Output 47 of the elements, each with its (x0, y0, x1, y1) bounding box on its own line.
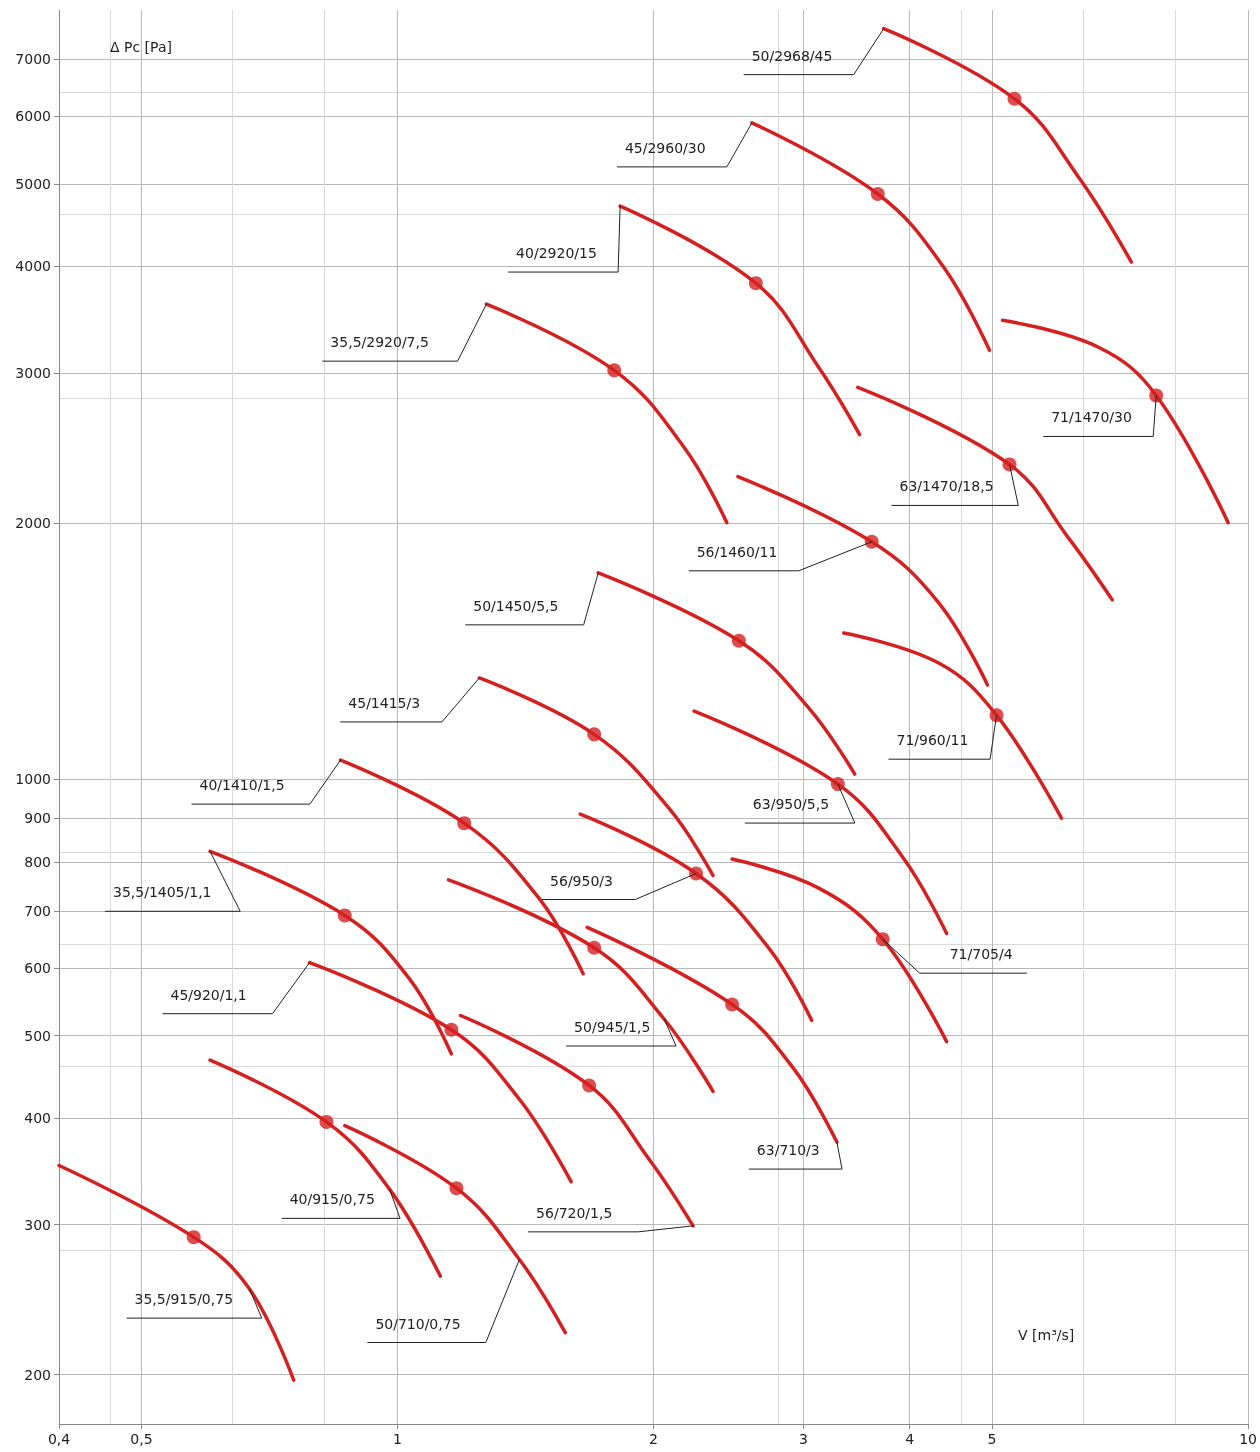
series-label: 50/945/1,5 (574, 1019, 651, 1036)
series-label: 35,5/915/0,75 (134, 1291, 234, 1308)
y-axis-title: Δ Pc [Pa] (110, 39, 172, 55)
series-label: 63/950/5,5 (752, 796, 830, 813)
series-label: 71/1470/30 (1051, 409, 1132, 426)
series-label: 63/710/3 (756, 1142, 820, 1159)
y-tick-label: 300 (24, 1216, 51, 1233)
y-tick-label: 7000 (15, 51, 51, 68)
x-tick-label: 4 (905, 1431, 915, 1447)
x-tick-label: 0,4 (47, 1431, 71, 1447)
y-tick-label: 400 (24, 1110, 51, 1127)
text: 50/710/0,75 (375, 1315, 461, 1332)
x-tick-label: 1 (393, 1431, 402, 1447)
y-tick-label: 2000 (15, 514, 51, 531)
y-tick-label: 500 (24, 1027, 51, 1044)
y-tick-label: 700 (24, 903, 51, 920)
text: 71/705/4 (949, 946, 1013, 963)
y-tick-label: 6000 (15, 108, 51, 125)
y-tick-label: 200 (24, 1366, 51, 1383)
text: 40/1410/1,5 (199, 777, 285, 794)
text: 45/1415/3 (348, 694, 421, 711)
text: 56/720/1,5 (536, 1204, 613, 1221)
x-tick-label: 2 (649, 1431, 659, 1447)
text: 50/2968/45 (751, 47, 833, 64)
text: 35,5/1405/1,1 (113, 884, 212, 901)
text: 40/2920/15 (516, 245, 597, 262)
series-label: 40/915/0,75 (289, 1191, 375, 1208)
text: 35,5/2920/7,5 (330, 334, 429, 351)
y-tick-label: 900 (24, 810, 51, 827)
x-axis-title: V [m³/s] (1018, 1327, 1075, 1343)
text: 71/960/11 (896, 732, 969, 749)
series-label: 63/1470/18,5 (899, 478, 994, 495)
text: 56/1460/11 (696, 543, 778, 560)
x-tick-label: 5 (987, 1431, 997, 1447)
x-tick-label: 3 (798, 1431, 808, 1447)
text: 45/920/1,1 (170, 986, 247, 1003)
y-tick-label: 600 (24, 960, 51, 977)
text: 50/1450/5,5 (473, 597, 559, 614)
text: 56/950/3 (550, 872, 613, 889)
x-tick-label: 0,5 (130, 1431, 153, 1447)
y-tick-label: 1000 (15, 771, 51, 788)
y-tick-label: 4000 (15, 258, 51, 275)
y-tick-label: 800 (24, 853, 51, 870)
y-tick-label: 3000 (15, 364, 51, 381)
x-tick-label: 10 (1239, 1431, 1258, 1447)
y-tick-label: 5000 (15, 175, 51, 192)
text: 45/2960/30 (624, 139, 706, 156)
